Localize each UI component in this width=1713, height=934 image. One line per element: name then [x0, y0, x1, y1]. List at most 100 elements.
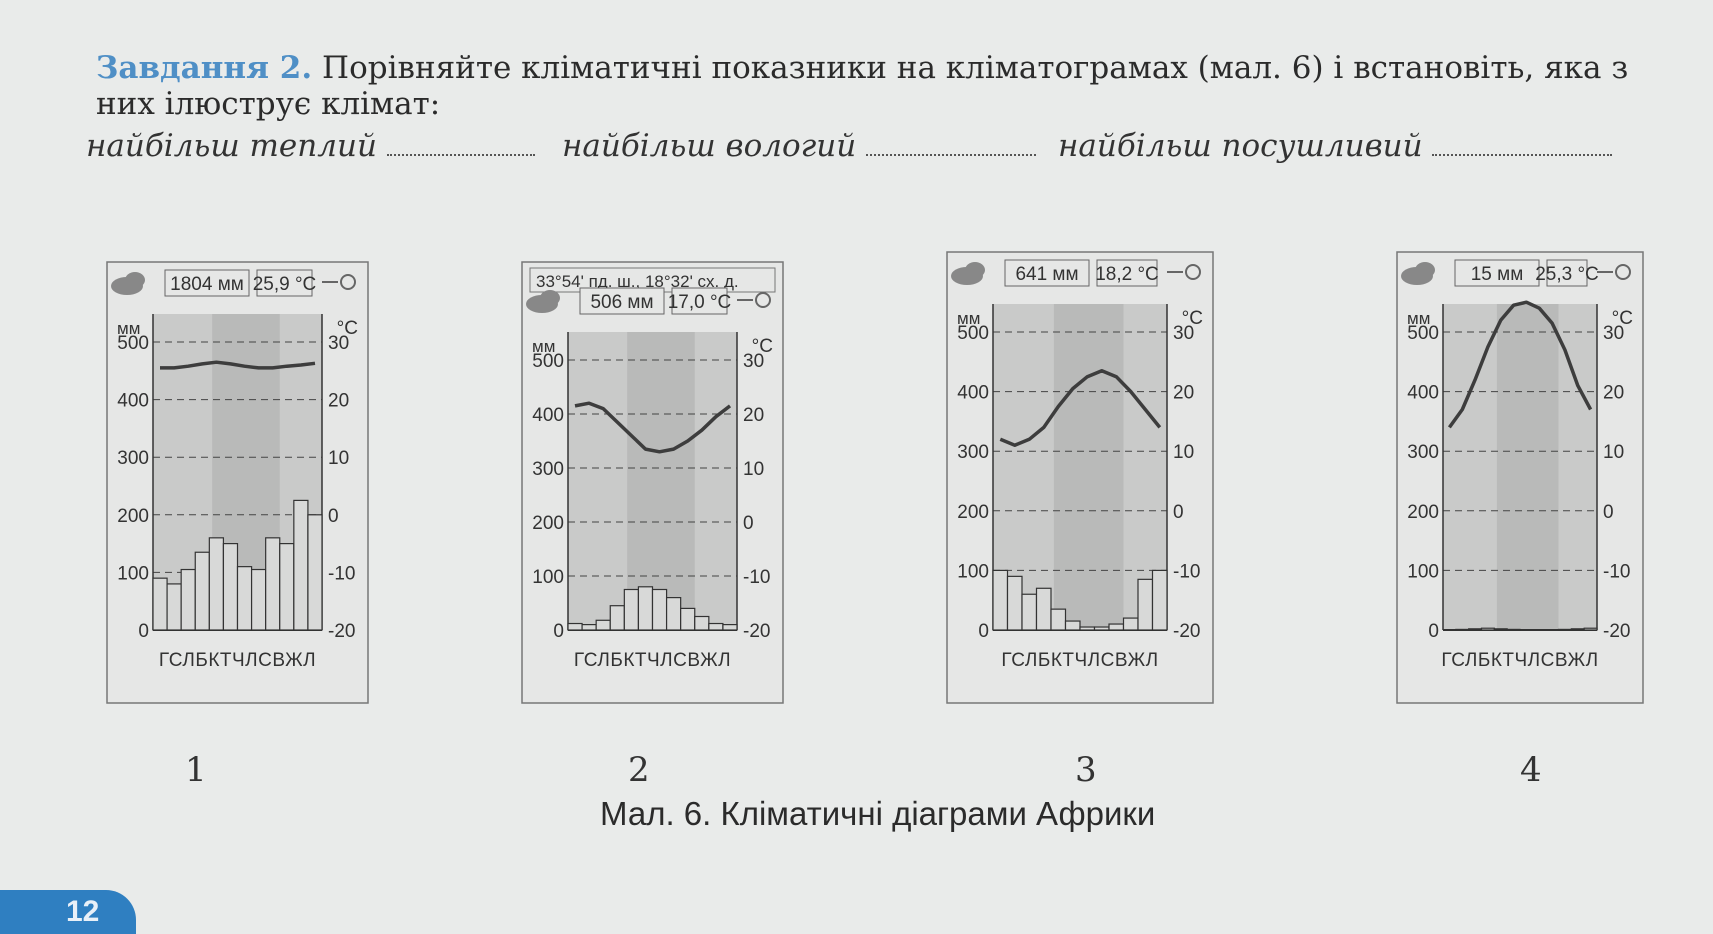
precip-bar — [665, 597, 682, 631]
task-label: Завдання 2. — [96, 50, 313, 86]
precip-bar — [1455, 628, 1470, 631]
precip-unit-label: мм — [532, 337, 555, 356]
precip-unit-label: мм — [957, 309, 980, 328]
temp-tick-label: -20 — [328, 621, 355, 642]
blank-wettest-line[interactable] — [866, 130, 1037, 156]
figure-caption: Мал. 6. Кліматичні діаграми Африки — [600, 795, 1156, 832]
season-band — [627, 332, 695, 630]
temp-unit-label: °C — [752, 336, 773, 357]
precip-bar — [1079, 626, 1096, 631]
precip-tick-label: 0 — [553, 621, 564, 642]
blank-warmest-line[interactable] — [386, 130, 535, 156]
mean-temp-label: 25,9 °C — [253, 274, 317, 295]
annual-precip-label: 15 мм — [1471, 264, 1524, 285]
precip-bar — [152, 577, 168, 631]
precip-bar — [279, 543, 295, 631]
precip-tick-label: 500 — [532, 351, 564, 372]
temp-tick-label: 0 — [328, 506, 339, 527]
mean-temp-box — [256, 269, 313, 297]
blank-driest-line[interactable] — [1432, 130, 1613, 156]
temp-tick-label: -10 — [1173, 561, 1200, 582]
temp-tick-label: -10 — [743, 567, 770, 588]
annual-precip-label: 506 мм — [590, 292, 653, 313]
precip-tick-label: 500 — [1407, 323, 1439, 344]
precip-bar — [222, 543, 239, 631]
precip-bar — [265, 537, 281, 631]
precip-bar — [1557, 628, 1572, 631]
precip-bar — [609, 605, 625, 631]
blank-driest-label: найбільш посушливий — [1058, 128, 1423, 164]
temp-tick-label: -20 — [1603, 621, 1630, 642]
precip-bar — [595, 619, 611, 631]
temp-tick-label: 0 — [1173, 502, 1184, 523]
precip-tick-label: 400 — [532, 405, 564, 426]
precip-unit-label: мм — [1407, 309, 1430, 328]
precip-bar — [1151, 569, 1168, 631]
precip-bar — [1480, 627, 1495, 631]
temp-line — [999, 368, 1162, 447]
temp-tick-label: 10 — [1603, 442, 1624, 463]
precip-tick-label: 300 — [117, 448, 149, 469]
precip-bar — [180, 568, 196, 631]
climatogram-4: 15 мм 25,3 °C мм °C 0 100 200 300 400 500 -20 -10 0 1… — [1396, 251, 1644, 704]
precip-bar — [581, 624, 597, 631]
chart-number-2: 2 — [628, 750, 650, 790]
temp-line — [1447, 300, 1593, 429]
precip-bar — [708, 622, 724, 631]
cloud-icon — [1401, 262, 1435, 285]
precip-tick-label: 200 — [957, 502, 989, 523]
climatogram-2: 33°54' пд. ш., 18°32' сх. д.506 мм 17,0 °… — [521, 261, 784, 704]
temp-tick-label: 30 — [743, 351, 764, 372]
precip-bar — [1006, 575, 1023, 631]
climatogram-1: 1804 мм 25,9 °Cмм °C0100200300400500-20-10… — [106, 261, 369, 704]
temp-tick-label: 10 — [1173, 442, 1194, 463]
precip-tick-label: 100 — [1407, 561, 1439, 582]
months-label: ГСЛБКТЧЛСВЖЛ — [1441, 650, 1598, 671]
blank-driest: найбільш посушливий — [1058, 128, 1613, 164]
precip-bar — [166, 583, 182, 631]
cloud-shape — [540, 290, 560, 306]
precip-bar — [1122, 617, 1139, 631]
temp-line — [160, 360, 316, 370]
temp-unit-label: °C — [337, 318, 358, 339]
temp-tick-label: 0 — [1603, 502, 1614, 523]
temp-tick-label: -10 — [1603, 561, 1630, 582]
temp-tick-label: -20 — [1173, 621, 1200, 642]
months-label: ГСЛБКТЧЛСВЖЛ — [574, 650, 731, 671]
months-label: ГСЛБКТЧЛСВЖЛ — [1001, 650, 1158, 671]
sun-icon — [1597, 264, 1631, 280]
annual-precip-label: 1804 мм — [170, 274, 244, 295]
cloud-icon — [111, 272, 145, 295]
temp-tick-label: -10 — [328, 563, 355, 584]
temp-line — [574, 401, 732, 454]
precip-tick-label: 0 — [138, 621, 149, 642]
chart-number-1: 1 — [185, 750, 207, 790]
months-label: ГСЛБКТЧЛСВЖЛ — [159, 650, 316, 671]
precip-tick-label: 100 — [532, 567, 564, 588]
temp-unit-label: °C — [1612, 308, 1633, 329]
temp-tick-label: 30 — [1603, 323, 1624, 344]
sun-icon — [1167, 264, 1201, 280]
coords-label: 33°54' пд. ш., 18°32' сх. д. — [536, 272, 739, 291]
sun-shape — [1615, 264, 1631, 280]
temp-tick-label: 10 — [328, 448, 349, 469]
temp-tick-label: 0 — [743, 513, 754, 534]
precip-bar — [1064, 620, 1081, 631]
precip-bar — [194, 551, 210, 631]
sun-shape — [755, 292, 771, 308]
precip-tick-label: 0 — [1428, 621, 1439, 642]
precip-tick-label: 300 — [1407, 442, 1439, 463]
task-text: Завдання 2. Порівняйте кліматичні показн… — [96, 50, 1656, 122]
precip-tick-label: 400 — [117, 391, 149, 412]
sun-shape — [340, 274, 356, 290]
temp-unit-label: °C — [1182, 308, 1203, 329]
mean-temp-label: 25,3 °C — [1535, 264, 1599, 285]
cloud-shape — [125, 272, 145, 288]
precip-tick-label: 500 — [957, 323, 989, 344]
annual-precip-box — [164, 269, 250, 297]
precip-bar — [1050, 608, 1067, 631]
mean-temp-box — [1546, 259, 1588, 287]
temp-tick-label: 30 — [328, 333, 349, 354]
precip-bar — [567, 622, 583, 631]
cloud-shape — [965, 262, 985, 278]
